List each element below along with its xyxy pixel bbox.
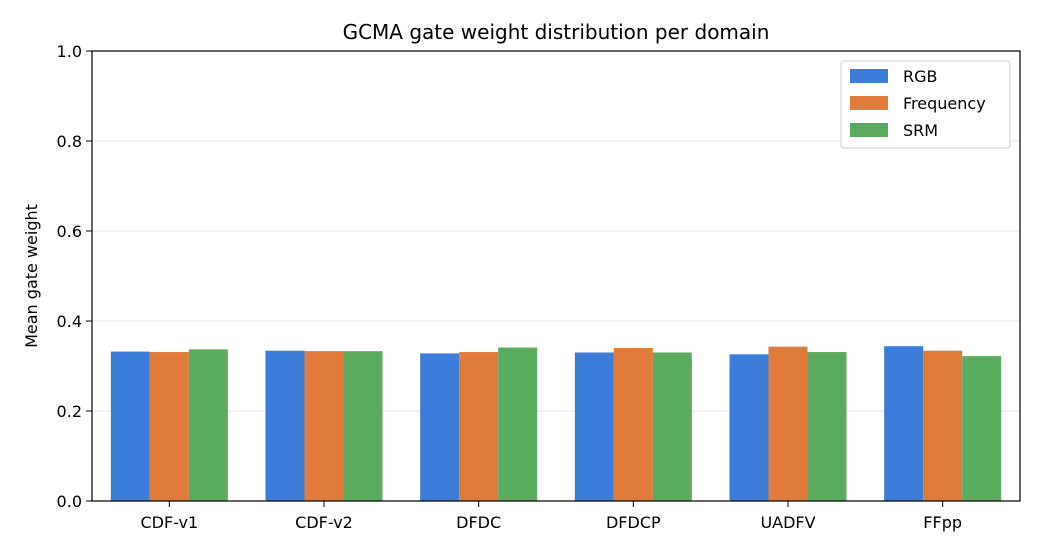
- bar-frequency-dfdc: [459, 352, 499, 501]
- bars: [110, 346, 1002, 501]
- bar-frequency-uadfv: [768, 346, 808, 501]
- x-tick-label: CDF-v1: [140, 513, 198, 532]
- bar-frequency-dfdcp: [613, 348, 653, 501]
- bar-rgb-uadfv: [729, 354, 769, 501]
- x-tick-label: FFpp: [923, 513, 962, 532]
- bar-srm-ffpp: [962, 356, 1002, 501]
- legend: RGB Frequency SRM: [840, 60, 1011, 149]
- x-tick-label: CDF-v2: [295, 513, 353, 532]
- y-tick-label: 0.2: [57, 402, 82, 421]
- bar-srm-cdf-v2: [343, 351, 383, 501]
- bar-srm-uadfv: [807, 352, 847, 501]
- legend-label-rgb: RGB: [903, 67, 938, 86]
- bar-srm-dfdc: [498, 347, 538, 501]
- bar-rgb-dfdcp: [574, 352, 614, 501]
- bar-rgb-cdf-v2: [265, 350, 305, 501]
- tick-labels: 0.0 0.2 0.4 0.6 0.8 1.0 CDF-v1 CDF-v2 DFDC DFDCP U…: [57, 42, 962, 532]
- bar-frequency-cdf-v2: [304, 351, 344, 501]
- bar-frequency-ffpp: [923, 350, 963, 501]
- legend-swatch-rgb: [850, 69, 888, 83]
- y-tick-label: 0.4: [57, 312, 82, 331]
- axes: [86, 50, 1021, 507]
- y-tick-label: 0.0: [57, 492, 82, 511]
- y-tick-label: 0.8: [57, 132, 82, 151]
- x-tick-label: DFDC: [456, 513, 501, 532]
- y-axis-label: Mean gate weight: [22, 204, 41, 348]
- bar-srm-dfdcp: [652, 352, 692, 501]
- legend-label-srm: SRM: [903, 121, 938, 140]
- y-tick-label: 1.0: [57, 42, 82, 61]
- legend-label-frequency: Frequency: [903, 94, 986, 113]
- legend-swatch-srm: [850, 123, 888, 137]
- bar-frequency-cdf-v1: [149, 352, 189, 501]
- grid-lines: [92, 140, 1020, 412]
- bar-rgb-dfdc: [420, 353, 460, 501]
- bar-srm-cdf-v1: [188, 349, 228, 501]
- y-tick-label: 0.6: [57, 222, 82, 241]
- chart-title: GCMA gate weight distribution per domain: [343, 20, 770, 44]
- x-tick-label: UADFV: [760, 513, 815, 532]
- bar-rgb-ffpp: [884, 346, 924, 501]
- bar-rgb-cdf-v1: [110, 351, 150, 501]
- plot-frame: [91, 50, 1021, 502]
- legend-swatch-frequency: [850, 96, 888, 110]
- x-tick-label: DFDCP: [606, 513, 661, 532]
